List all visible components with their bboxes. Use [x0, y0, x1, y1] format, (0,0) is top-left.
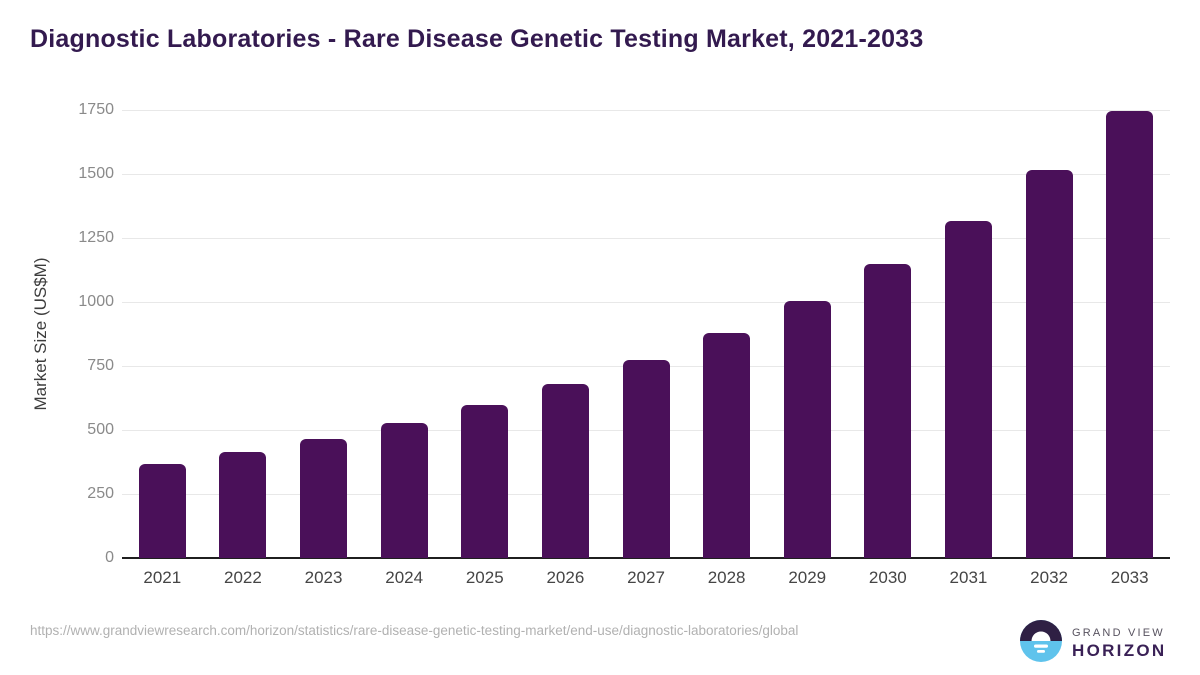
gridline-1500 — [122, 173, 1170, 175]
bar-2027 — [622, 360, 670, 558]
y-axis-tick-labels: 0 250 500 750 1000 1250 1500 1750 — [0, 101, 114, 566]
x-tick-label-2024: 2024 — [385, 568, 424, 587]
bar-2028 — [703, 333, 751, 558]
x-tick-label-2030: 2030 — [868, 568, 907, 587]
x-tick-label-2025: 2025 — [465, 568, 504, 587]
grandview-logo-text: GRAND VIEW HORIZON — [1072, 627, 1166, 661]
gridline-1000 — [122, 301, 1170, 303]
y-tick-label-1250: 1250 — [78, 229, 114, 246]
bar-2022 — [219, 451, 267, 558]
grandview-logo-line2: HORIZON — [1072, 641, 1167, 660]
x-tick-label-2022: 2022 — [224, 568, 262, 587]
plot-area — [122, 109, 1170, 559]
x-tick-label-2027: 2027 — [627, 568, 665, 587]
grandview-horizon-logo: GRAND VIEW HORIZON — [1020, 620, 1180, 666]
bar-2032 — [1025, 169, 1073, 558]
grandview-logo-icon — [1020, 620, 1062, 662]
bar-2030 — [864, 263, 912, 558]
gridline-1250 — [122, 237, 1170, 239]
bar-2029 — [783, 300, 831, 558]
x-tick-label-2021: 2021 — [143, 568, 182, 587]
x-tick-label-2032: 2032 — [1030, 568, 1068, 587]
gridline-1750 — [122, 109, 1170, 111]
chart-title: Diagnostic Laboratories - Rare Disease G… — [30, 25, 924, 53]
y-tick-label-1750: 1750 — [78, 101, 114, 118]
bar-2024 — [380, 422, 428, 558]
x-tick-label-2026: 2026 — [546, 568, 585, 587]
y-tick-label-0: 0 — [105, 549, 114, 566]
bar-2031 — [944, 221, 992, 558]
bar-2025 — [461, 404, 509, 558]
y-tick-label-250: 250 — [87, 485, 114, 502]
x-tick-label-2029: 2029 — [788, 568, 827, 587]
bar-2033 — [1106, 111, 1154, 558]
x-tick-label-2031: 2031 — [949, 568, 988, 587]
bar-2023 — [300, 438, 348, 558]
y-tick-label-1000: 1000 — [78, 293, 114, 310]
bar-2026 — [541, 383, 589, 558]
grandview-logo-line1: GRAND VIEW — [1072, 627, 1165, 639]
x-tick-label-2033: 2033 — [1110, 568, 1149, 587]
x-axis-line — [122, 557, 1170, 559]
bar-2021 — [138, 464, 186, 558]
y-tick-label-750: 750 — [87, 357, 114, 374]
source-url: https://www.grandviewresearch.com/horizo… — [30, 623, 799, 638]
x-tick-label-2028: 2028 — [707, 568, 746, 587]
y-tick-label-500: 500 — [87, 421, 114, 438]
x-tick-label-2023: 2023 — [304, 568, 343, 587]
x-axis-tick-labels: 2021 2022 2023 2024 2025 2026 2027 2028 2029 2030… — [122, 568, 1170, 590]
y-tick-label-1500: 1500 — [78, 165, 114, 182]
